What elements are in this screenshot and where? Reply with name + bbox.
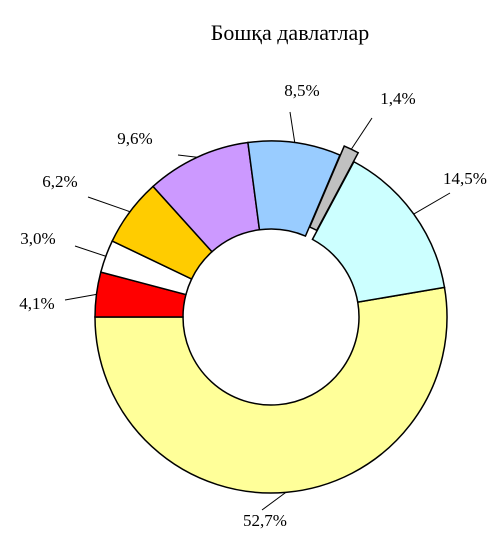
data-label: 14,5% xyxy=(443,169,487,188)
leader-line xyxy=(350,117,373,150)
data-label: 3,0% xyxy=(20,229,55,248)
leader-line xyxy=(261,491,287,511)
leader-line xyxy=(64,293,97,301)
leader-line xyxy=(74,245,106,257)
data-label: 6,2% xyxy=(42,172,77,191)
data-label: 52,7% xyxy=(243,511,287,530)
data-label: 9,6% xyxy=(117,129,152,148)
donut-slice xyxy=(311,160,446,304)
data-label: 4,1% xyxy=(19,294,54,313)
chart-title: Бошқа давлатлар xyxy=(211,20,370,45)
leader-line xyxy=(177,154,198,158)
leader-line xyxy=(289,111,296,143)
leader-line xyxy=(413,192,451,215)
leader-line xyxy=(87,196,131,213)
data-label: 1,4% xyxy=(380,89,415,108)
data-label: 8,5% xyxy=(284,81,319,100)
donut-slice xyxy=(94,286,448,494)
